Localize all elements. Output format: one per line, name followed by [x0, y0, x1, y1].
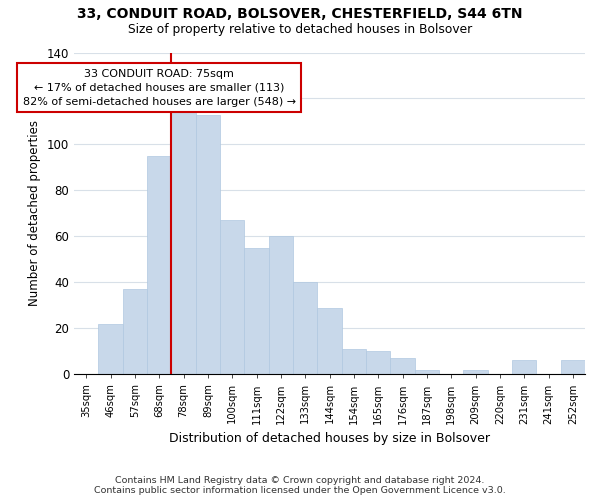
Bar	[391, 358, 415, 374]
Bar	[172, 103, 196, 374]
Bar	[317, 308, 341, 374]
Bar	[560, 360, 585, 374]
Text: 33 CONDUIT ROAD: 75sqm
← 17% of detached houses are smaller (113)
82% of semi-de: 33 CONDUIT ROAD: 75sqm ← 17% of detached…	[23, 68, 296, 106]
Bar	[341, 349, 366, 374]
Bar	[269, 236, 293, 374]
Text: Contains HM Land Registry data © Crown copyright and database right 2024.: Contains HM Land Registry data © Crown c…	[115, 476, 485, 485]
Bar	[293, 282, 317, 374]
Bar	[196, 114, 220, 374]
Bar	[98, 324, 123, 374]
X-axis label: Distribution of detached houses by size in Bolsover: Distribution of detached houses by size …	[169, 432, 490, 445]
Bar	[415, 370, 439, 374]
Bar	[147, 156, 172, 374]
Bar	[366, 352, 391, 374]
Bar	[463, 370, 488, 374]
Bar	[220, 220, 244, 374]
Text: Size of property relative to detached houses in Bolsover: Size of property relative to detached ho…	[128, 22, 472, 36]
Text: 33, CONDUIT ROAD, BOLSOVER, CHESTERFIELD, S44 6TN: 33, CONDUIT ROAD, BOLSOVER, CHESTERFIELD…	[77, 8, 523, 22]
Y-axis label: Number of detached properties: Number of detached properties	[28, 120, 41, 306]
Bar	[244, 248, 269, 374]
Bar	[512, 360, 536, 374]
Bar	[123, 289, 147, 374]
Text: Contains public sector information licensed under the Open Government Licence v3: Contains public sector information licen…	[94, 486, 506, 495]
